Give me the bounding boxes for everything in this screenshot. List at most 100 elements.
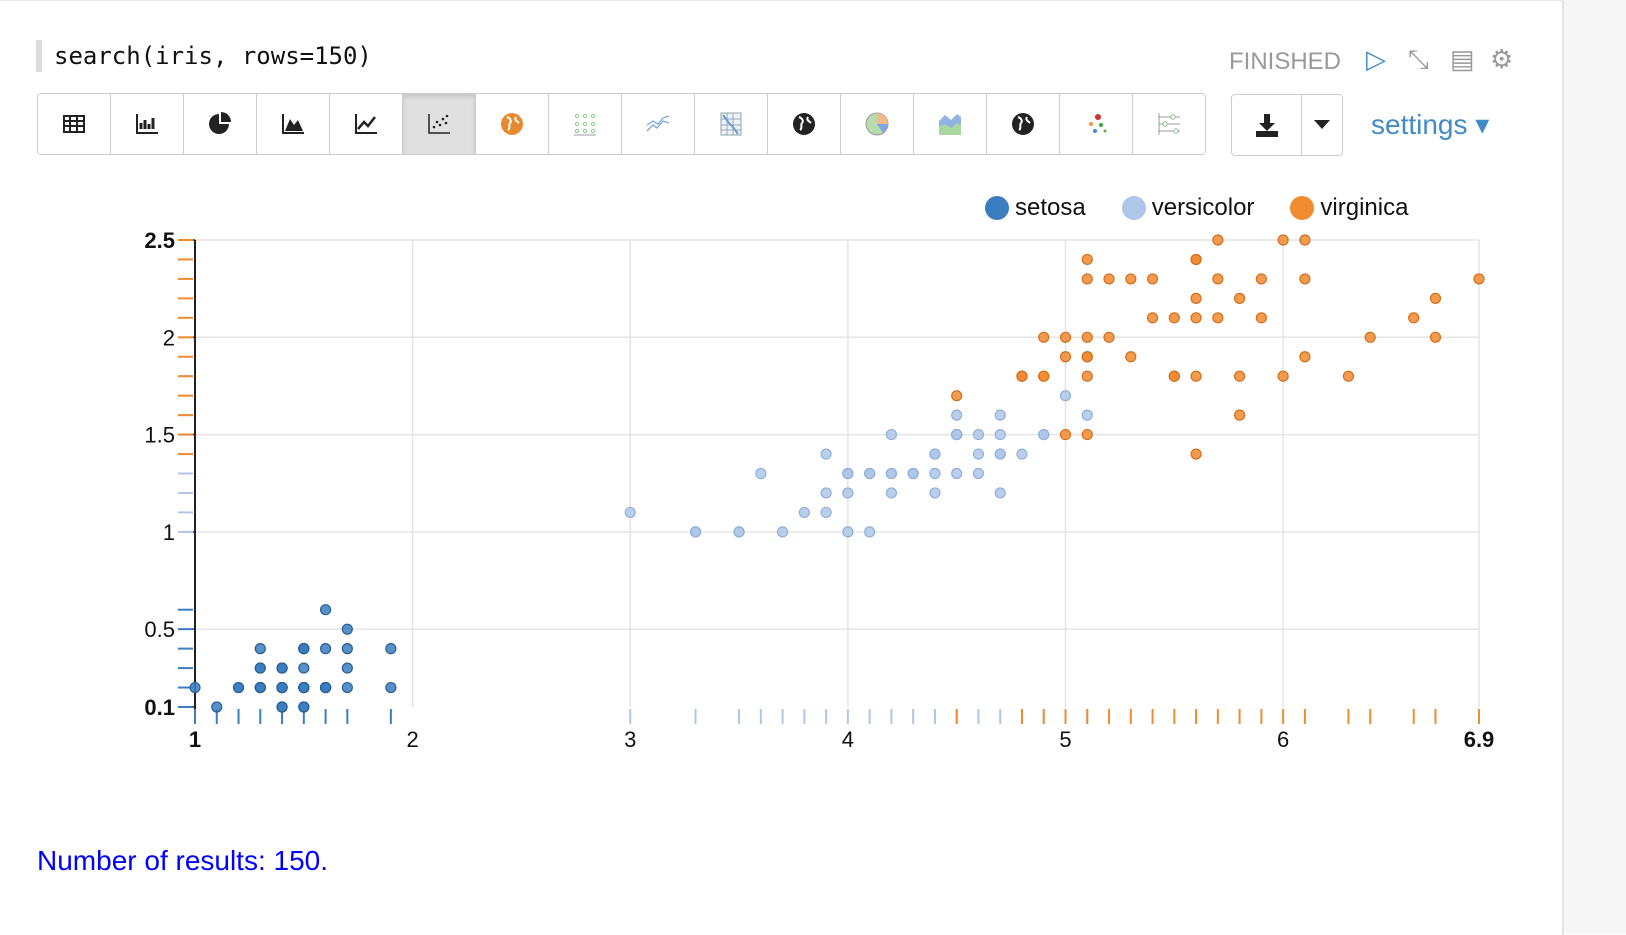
scatter-chart: 1 2 3 4 5 6 6.9 0.1 0.5 1 1.5 2 2.5: [144, 228, 1495, 752]
data-point-virginica: [1081, 370, 1093, 382]
data-point-versicolor: [951, 409, 963, 421]
book-icon[interactable]: ▤: [1450, 44, 1475, 74]
visualization-toolbar: [37, 93, 1206, 155]
data-point-versicolor: [994, 487, 1006, 499]
data-point-virginica: [1146, 312, 1159, 324]
data-point-virginica: [1059, 428, 1072, 441]
legend-dot: [985, 196, 1009, 220]
download-dropdown-button[interactable]: [1302, 95, 1342, 155]
chart-type-button-8[interactable]: [549, 94, 622, 154]
data-point-versicolor: [929, 448, 941, 460]
data-point-versicolor: [1059, 390, 1072, 402]
data-point-versicolor: [842, 526, 854, 538]
data-point-setosa: [319, 681, 332, 694]
data-point-versicolor: [929, 467, 941, 480]
data-point-virginica: [1016, 370, 1028, 382]
chart-type-button-12[interactable]: [841, 94, 914, 154]
data-point-versicolor: [820, 487, 832, 499]
legend-dot: [1121, 196, 1146, 220]
data-point-versicolor: [1038, 428, 1050, 441]
legend-item-virginica[interactable]: virginica: [1290, 194, 1408, 222]
data-point-versicolor: [951, 428, 963, 441]
chart-type-button-3[interactable]: [184, 94, 257, 154]
chart-type-button-9[interactable]: [622, 94, 695, 154]
chart-type-button-14[interactable]: [987, 94, 1060, 154]
table-icon: [63, 115, 85, 133]
data-point-virginica: [1190, 312, 1202, 324]
chart-type-button-1[interactable]: [38, 94, 111, 154]
data-point-versicolor: [972, 448, 985, 460]
pie-color-icon: [865, 112, 889, 136]
x-tick-label: 3: [624, 727, 636, 752]
data-point-virginica: [1081, 273, 1093, 285]
data-point-versicolor: [929, 487, 941, 499]
data-point-versicolor: [907, 467, 919, 480]
data-point-versicolor: [842, 467, 854, 480]
chart-type-button-6[interactable]: [403, 94, 476, 154]
chart-legend: setosa versicolor virginica: [985, 194, 1444, 222]
chart-type-button-10[interactable]: [695, 94, 768, 154]
gear-icon[interactable]: ⚙: [1490, 44, 1514, 74]
globe-icon: [793, 113, 815, 135]
collapse-icon[interactable]: ⤡: [1408, 44, 1429, 74]
y-tick-label: 0.5: [144, 617, 175, 642]
data-point-virginica: [951, 390, 963, 402]
data-point-virginica: [1038, 370, 1050, 382]
data-point-setosa: [385, 681, 397, 694]
x-tick-label: 6.9: [1464, 727, 1495, 752]
scatter-chart-icon: [428, 114, 450, 134]
data-point-virginica: [1103, 331, 1115, 343]
data-point-virginica: [1277, 370, 1289, 382]
chart-type-button-4[interactable]: [257, 94, 330, 154]
data-point-setosa: [276, 662, 288, 674]
data-point-versicolor: [776, 526, 789, 538]
heatmap-icon: [720, 112, 742, 136]
data-point-versicolor: [885, 428, 898, 441]
data-point-versicolor: [755, 467, 767, 480]
chart-type-button-15[interactable]: [1060, 94, 1133, 154]
data-point-virginica: [1212, 273, 1224, 285]
data-point-virginica: [1038, 331, 1050, 343]
data-point-virginica: [1429, 331, 1442, 343]
sparkline-icon: [646, 115, 670, 132]
data-point-virginica: [1125, 351, 1137, 363]
paragraph-frame: [0, 0, 1564, 935]
data-point-versicolor: [842, 487, 854, 499]
chart-type-button-5[interactable]: [330, 94, 403, 154]
data-point-setosa: [341, 623, 353, 635]
y-tick-label: 1.5: [144, 423, 175, 448]
chart-type-button-13[interactable]: [914, 94, 987, 154]
stacked-area-icon: [939, 114, 961, 135]
data-point-versicolor: [820, 448, 832, 460]
data-point-setosa: [298, 643, 310, 655]
data-point-versicolor: [994, 409, 1006, 421]
data-point-setosa: [319, 643, 332, 655]
chart-type-button-7[interactable]: [476, 94, 549, 154]
data-point-versicolor: [689, 526, 702, 538]
paragraph-title[interactable]: search(iris, rows=150): [36, 40, 372, 72]
y-tick-label: 1: [163, 520, 175, 545]
legend-item-versicolor[interactable]: versicolor: [1121, 194, 1254, 222]
data-point-setosa: [341, 643, 353, 655]
chart-type-button-16[interactable]: [1133, 94, 1205, 154]
settings-dropdown[interactable]: settings ▾: [1371, 109, 1490, 140]
data-point-versicolor: [994, 428, 1006, 441]
run-icon[interactable]: ▷: [1366, 44, 1386, 74]
download-button[interactable]: [1232, 95, 1302, 155]
data-point-versicolor: [885, 487, 898, 499]
data-point-virginica: [1146, 273, 1159, 285]
data-point-virginica: [1212, 234, 1224, 246]
legend-item-setosa[interactable]: setosa: [985, 194, 1086, 222]
data-point-virginica: [1342, 370, 1355, 382]
data-point-virginica: [1234, 370, 1246, 382]
data-point-versicolor: [1016, 448, 1028, 460]
caret-down-icon: [1314, 120, 1330, 129]
chart-type-button-11[interactable]: [768, 94, 841, 154]
data-point-versicolor: [951, 467, 963, 480]
legend-dot: [1290, 196, 1315, 220]
data-point-virginica: [1408, 312, 1420, 324]
data-point-setosa: [276, 681, 288, 694]
chart-type-button-2[interactable]: [111, 94, 184, 154]
legend-label: setosa: [1015, 194, 1086, 221]
download-icon: [1255, 114, 1278, 137]
